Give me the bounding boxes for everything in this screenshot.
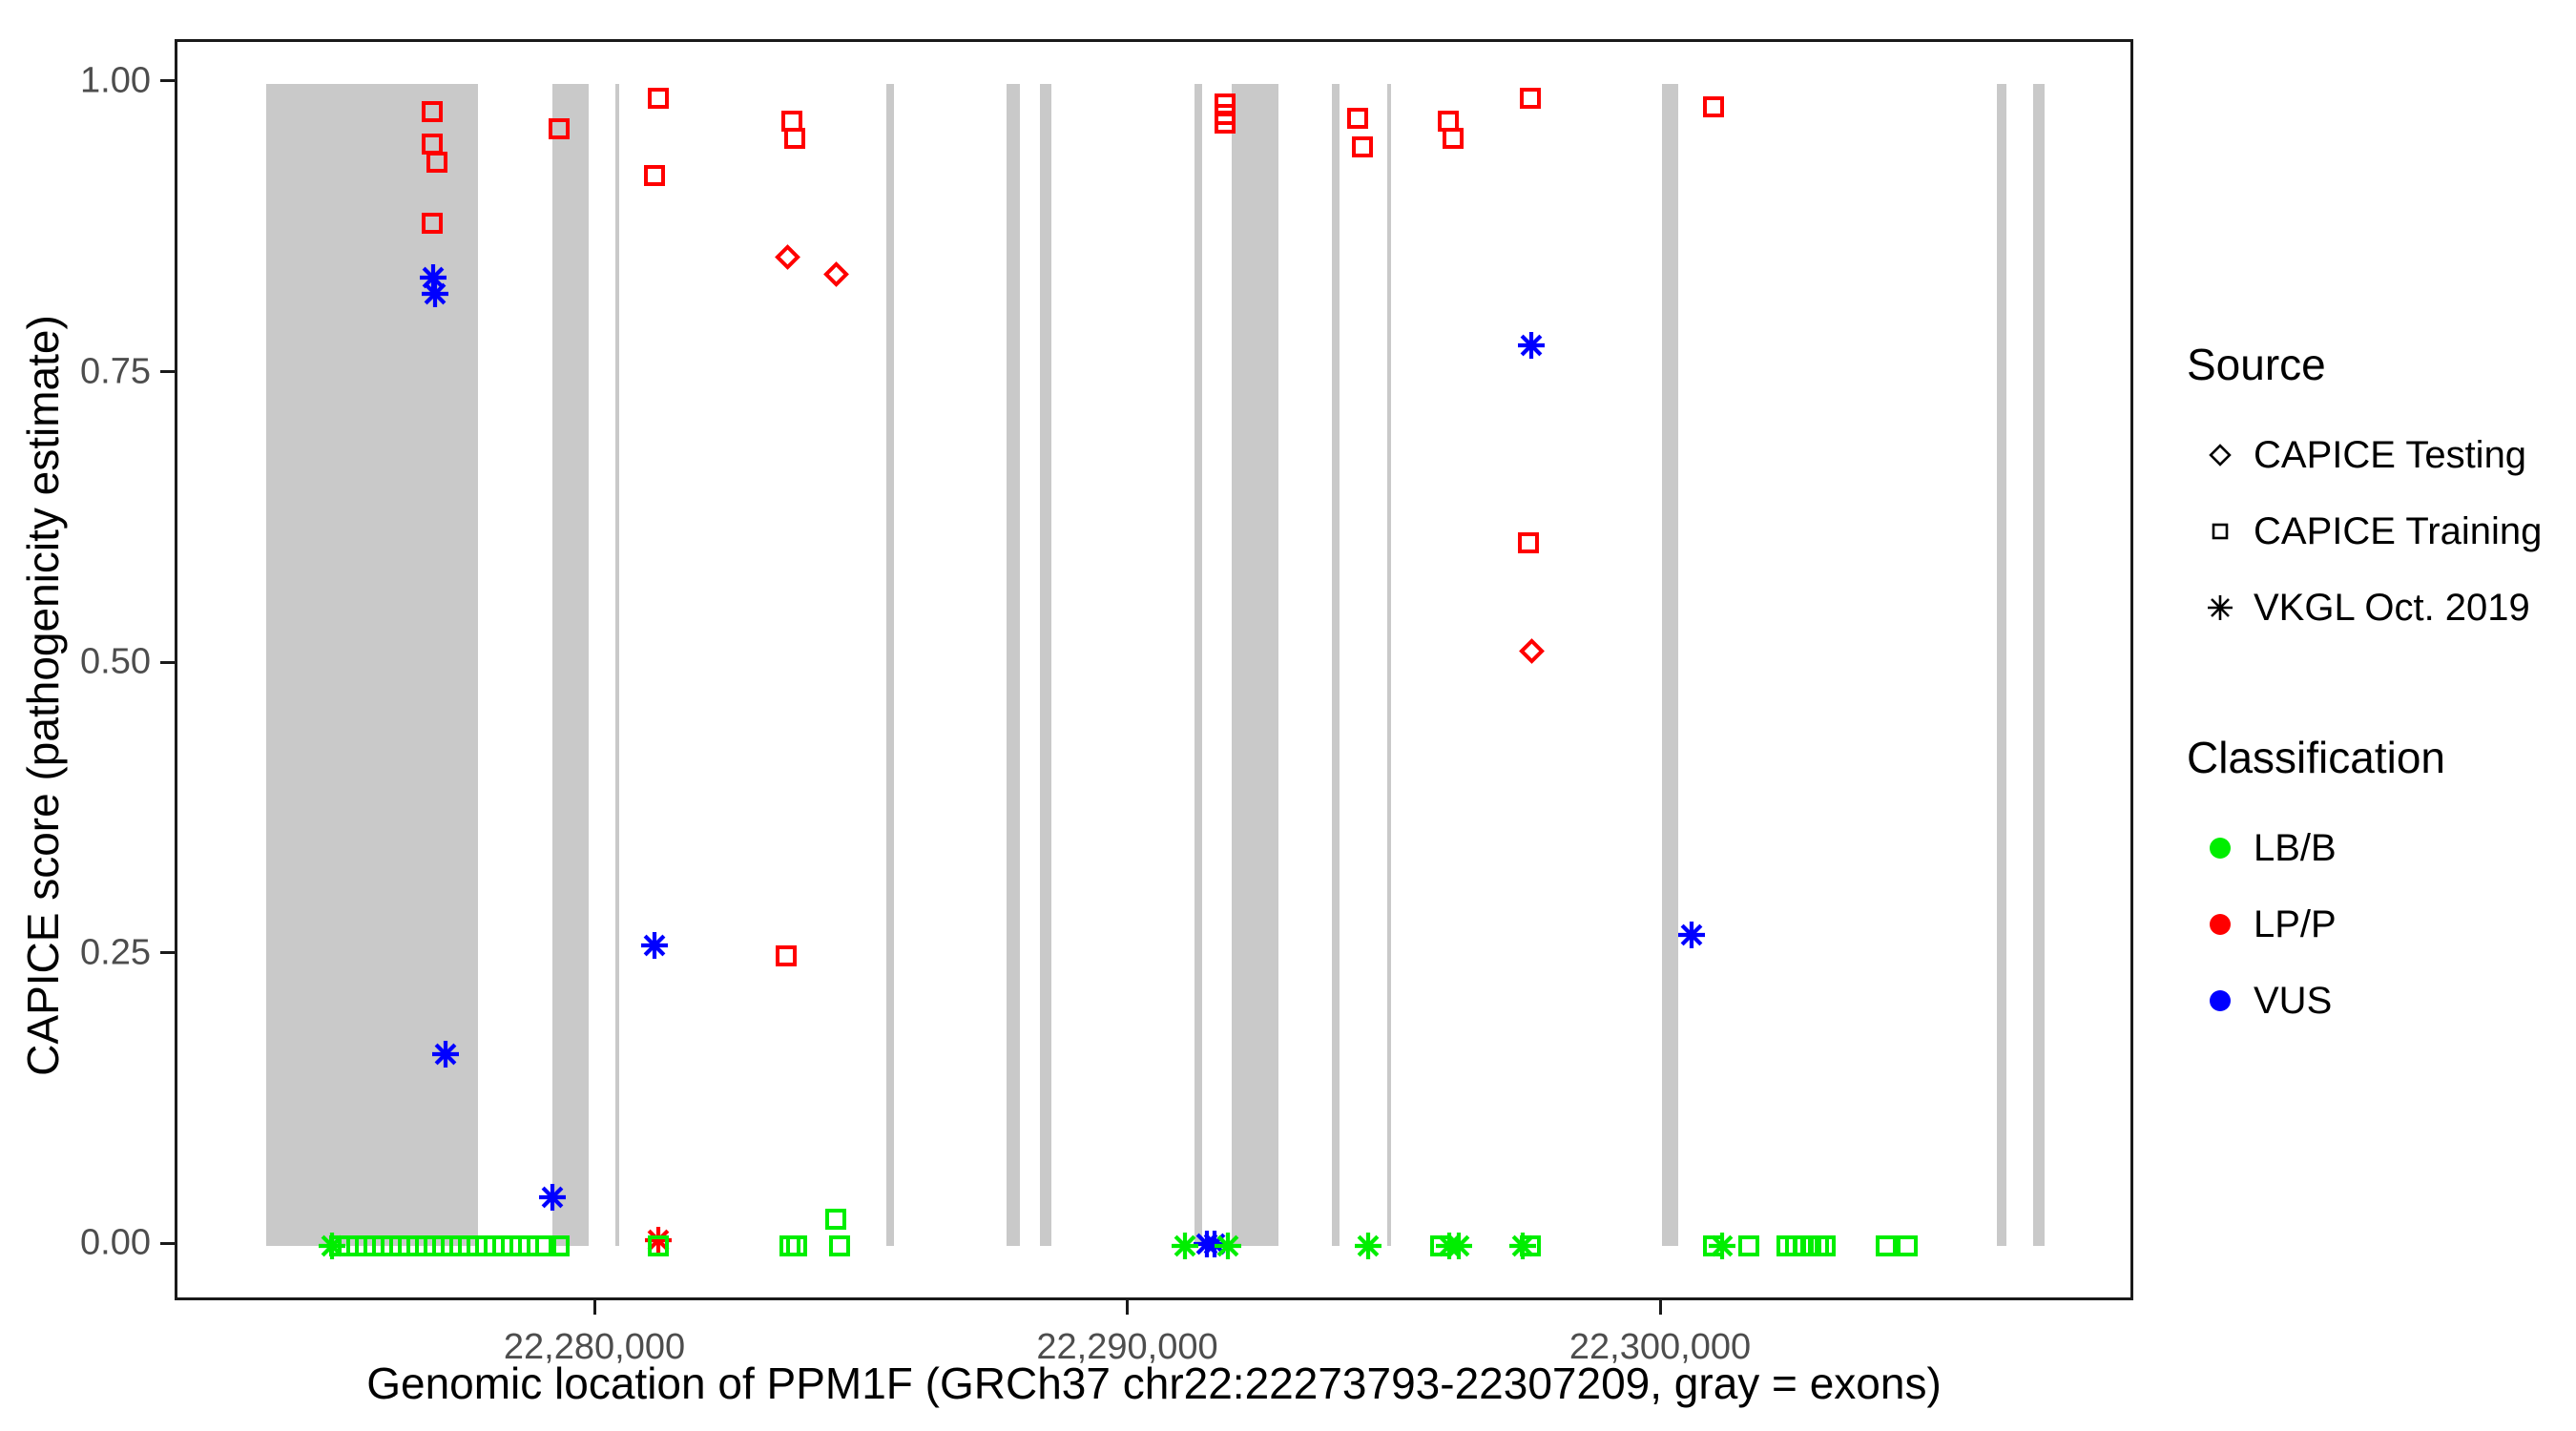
- data-point: [1430, 1235, 1452, 1257]
- data-point: [1520, 1235, 1541, 1257]
- data-point: [1896, 1235, 1918, 1257]
- y-tick-label: 1.00: [80, 60, 151, 101]
- data-point: [1352, 135, 1373, 157]
- legend-label: VUS: [2254, 979, 2333, 1022]
- x-axis-title: Genomic location of PPM1F (GRCh37 chr22:…: [366, 1358, 1942, 1408]
- data-point: [1703, 1235, 1725, 1257]
- legend-item-vus: VUS: [2187, 963, 2568, 1039]
- data-point: [549, 1235, 571, 1257]
- legend-source-title: Source: [2187, 340, 2326, 389]
- data-point: [823, 261, 850, 288]
- x-tick-label: 22,300,000: [1568, 1327, 1752, 1367]
- data-point: [783, 128, 805, 150]
- data-point: [828, 1235, 850, 1257]
- x-tick-label: 22,280,000: [503, 1327, 686, 1367]
- y-tick-mark: [160, 79, 175, 83]
- data-point: [824, 1209, 846, 1231]
- data-point: [421, 101, 443, 123]
- exon-band: [615, 83, 620, 1247]
- y-tick-label: 0.50: [80, 641, 151, 682]
- data-point: [549, 118, 571, 140]
- red-dot-icon: [2187, 914, 2254, 935]
- legend-item-capice-training: CAPICE Training: [2187, 493, 2568, 570]
- data-point: [648, 87, 670, 109]
- data-point: [431, 1040, 460, 1068]
- legend-label: VKGL Oct. 2019: [2254, 586, 2530, 629]
- legend-label: LB/B: [2254, 826, 2337, 869]
- data-point: [640, 931, 669, 960]
- legend: Source CAPICE Testing CAPICE Training VK…: [2187, 339, 2568, 1039]
- data-point: [1517, 331, 1546, 360]
- data-point: [785, 1235, 807, 1257]
- data-point: [1443, 128, 1464, 150]
- exon-band: [885, 83, 894, 1247]
- legend-item-vkgl: VKGL Oct. 2019: [2187, 570, 2568, 646]
- data-point: [1517, 532, 1539, 554]
- exon-band: [1232, 83, 1278, 1247]
- data-point: [1518, 638, 1545, 664]
- exon-band: [1662, 83, 1679, 1247]
- plot-area: [175, 39, 2133, 1300]
- data-point: [421, 280, 449, 308]
- data-point: [1703, 96, 1725, 118]
- exon-band: [1194, 83, 1202, 1247]
- data-point: [1214, 1232, 1242, 1260]
- y-tick-mark: [160, 951, 175, 955]
- legend-label: LP/P: [2254, 902, 2337, 945]
- y-tick-mark: [160, 370, 175, 373]
- square-icon: [2187, 517, 2254, 546]
- data-point: [1875, 1235, 1897, 1257]
- data-point: [775, 944, 797, 966]
- exon-band: [1387, 83, 1392, 1247]
- x-tick-mark: [1126, 1300, 1129, 1315]
- exon-band: [1039, 83, 1051, 1247]
- x-tick-mark: [1658, 1300, 1662, 1315]
- data-point: [1354, 1232, 1382, 1260]
- y-axis-title: CAPICE score (pathogenicity estimate): [18, 315, 68, 1076]
- x-tick-label: 22,290,000: [1036, 1327, 1218, 1367]
- data-point: [1677, 921, 1706, 949]
- legend-item-lbb: LB/B: [2187, 810, 2568, 886]
- exon-band: [1996, 83, 2006, 1247]
- data-point: [1738, 1235, 1759, 1257]
- y-tick-label: 0.00: [80, 1222, 151, 1263]
- x-tick-mark: [592, 1300, 596, 1315]
- green-dot-icon: [2187, 838, 2254, 859]
- legend-spacer: [2187, 646, 2568, 732]
- data-point: [421, 213, 443, 235]
- data-point: [644, 1226, 673, 1255]
- data-point: [1520, 87, 1541, 109]
- data-point: [1815, 1235, 1837, 1257]
- exon-band: [1006, 83, 1020, 1247]
- data-point: [1444, 1232, 1473, 1260]
- data-point: [644, 165, 666, 187]
- exon-band: [266, 83, 478, 1247]
- data-point: [648, 1235, 670, 1257]
- data-point: [774, 243, 800, 270]
- exon-band: [2032, 83, 2045, 1247]
- legend-label: CAPICE Testing: [2254, 433, 2527, 476]
- blue-dot-icon: [2187, 990, 2254, 1011]
- legend-classification-title: Classification: [2187, 733, 2445, 782]
- data-point: [1347, 108, 1368, 130]
- legend-item-capice-testing: CAPICE Testing: [2187, 417, 2568, 493]
- data-point: [1171, 1232, 1199, 1260]
- legend-label: CAPICE Training: [2254, 509, 2543, 552]
- data-point: [426, 151, 447, 173]
- diamond-icon: [2187, 441, 2254, 469]
- y-tick-label: 0.25: [80, 932, 151, 973]
- data-point: [1214, 113, 1236, 135]
- exon-band: [1332, 83, 1340, 1247]
- y-tick-label: 0.75: [80, 351, 151, 391]
- legend-item-lpp: LP/P: [2187, 886, 2568, 963]
- data-point: [535, 1235, 557, 1257]
- y-tick-mark: [160, 1241, 175, 1245]
- exon-band: [552, 83, 590, 1247]
- y-tick-mark: [160, 660, 175, 664]
- asterisk-icon: [2187, 591, 2254, 624]
- data-point: [538, 1183, 567, 1212]
